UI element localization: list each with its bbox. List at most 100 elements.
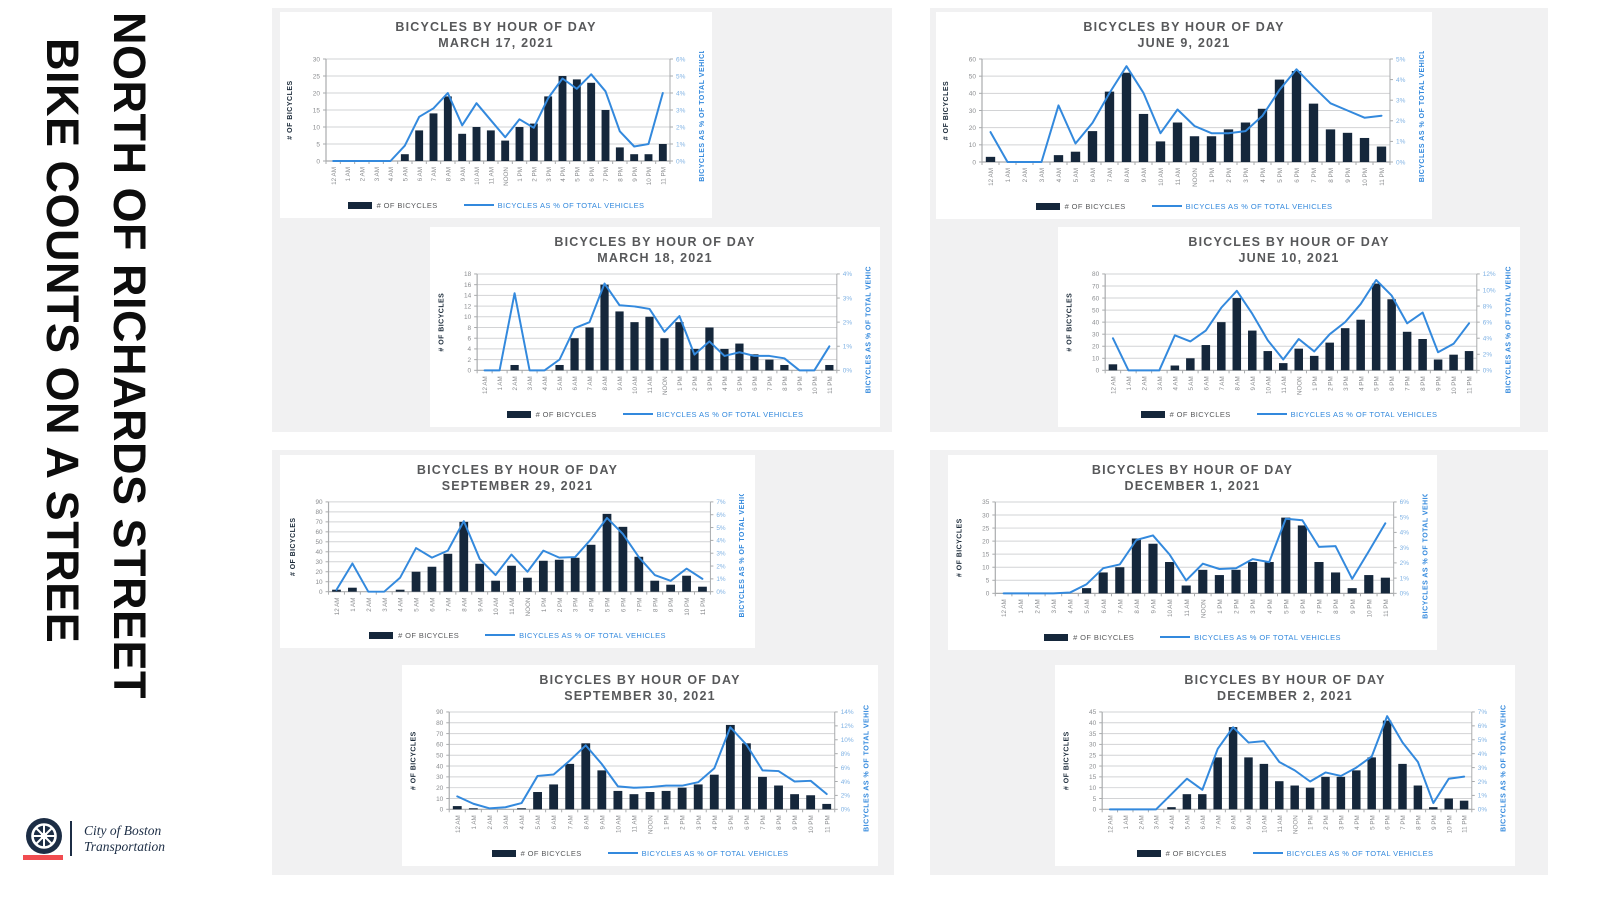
svg-text:12 AM: 12 AM — [1001, 599, 1008, 617]
svg-text:15: 15 — [982, 551, 990, 558]
svg-text:# OF BICYCLES: # OF BICYCLES — [290, 518, 297, 576]
svg-text:2 AM: 2 AM — [366, 598, 373, 612]
svg-text:6 AM: 6 AM — [1203, 376, 1210, 390]
legend-bar-label: # OF BICYCLES — [535, 409, 597, 419]
svg-text:8 AM: 8 AM — [602, 376, 609, 390]
svg-text:0%: 0% — [843, 368, 853, 375]
svg-text:4%: 4% — [1400, 530, 1410, 537]
svg-text:11 PM: 11 PM — [700, 598, 707, 615]
legend-bar-label: # OF BICYCLES — [1165, 848, 1227, 858]
svg-text:9 AM: 9 AM — [617, 376, 624, 390]
svg-text:4 PM: 4 PM — [1358, 376, 1365, 391]
svg-text:6 AM: 6 AM — [430, 598, 437, 612]
svg-text:2 AM: 2 AM — [1022, 168, 1029, 182]
svg-text:60: 60 — [315, 529, 323, 536]
svg-text:5 AM: 5 AM — [557, 376, 564, 390]
svg-text:3 AM: 3 AM — [527, 376, 534, 390]
svg-text:4 PM: 4 PM — [1267, 599, 1274, 614]
legend-bar-swatch — [506, 410, 531, 418]
svg-text:12 AM: 12 AM — [331, 167, 338, 185]
svg-text:7 PM: 7 PM — [1317, 599, 1324, 614]
svg-text:NOON: NOON — [662, 376, 669, 395]
svg-text:4 AM: 4 AM — [1169, 815, 1176, 829]
chart-card-march-18: BICYCLES BY HOUR OF DAY MARCH 18, 2021 0… — [430, 227, 880, 427]
svg-text:30: 30 — [315, 559, 323, 566]
svg-text:1 AM: 1 AM — [1005, 168, 1012, 182]
svg-text:9 PM: 9 PM — [632, 167, 639, 182]
svg-text:5 PM: 5 PM — [1277, 168, 1284, 183]
svg-text:1 PM: 1 PM — [1217, 599, 1224, 614]
legend-line-swatch — [485, 633, 516, 637]
logo-org-line1: City of Boston — [84, 823, 162, 838]
svg-text:3 PM: 3 PM — [696, 815, 703, 830]
svg-text:12 AM: 12 AM — [482, 376, 489, 394]
svg-text:20: 20 — [969, 125, 977, 132]
svg-text:2%: 2% — [841, 793, 851, 800]
svg-text:10 PM: 10 PM — [812, 376, 819, 394]
svg-text:4 PM: 4 PM — [722, 376, 729, 391]
svg-text:80: 80 — [436, 720, 444, 727]
svg-text:50: 50 — [315, 539, 323, 546]
svg-text:6 PM: 6 PM — [1385, 815, 1392, 830]
svg-text:12 AM: 12 AM — [455, 815, 462, 833]
svg-text:5 PM: 5 PM — [1283, 599, 1290, 614]
svg-text:8 AM: 8 AM — [1134, 599, 1141, 613]
chart-legend: # OF BICYCLES BICYCLES AS % OF TOTAL VEH… — [936, 198, 1432, 214]
svg-text:NOON: NOON — [648, 815, 655, 834]
svg-text:BICYCLES AS % OF TOTAL VEHICLE: BICYCLES AS % OF TOTAL VEHICLES — [1422, 494, 1429, 619]
legend-line-swatch — [1151, 204, 1182, 208]
svg-text:0: 0 — [319, 589, 323, 596]
bike-wheel-icon — [26, 818, 62, 854]
svg-text:1 PM: 1 PM — [1308, 815, 1315, 830]
svg-text:3 AM: 3 AM — [382, 598, 389, 612]
svg-text:2%: 2% — [676, 124, 686, 131]
svg-text:40: 40 — [315, 549, 323, 556]
svg-text:1 AM: 1 AM — [345, 167, 352, 181]
legend-bar-swatch — [491, 849, 516, 857]
svg-text:25: 25 — [982, 525, 990, 532]
svg-text:12 AM: 12 AM — [988, 168, 995, 186]
slide-title-line2: NORTH OF RICHARDS STREET — [104, 12, 155, 699]
svg-text:12 AM: 12 AM — [334, 598, 341, 616]
svg-text:5: 5 — [1093, 796, 1097, 803]
svg-text:40: 40 — [969, 91, 977, 98]
svg-text:9 PM: 9 PM — [668, 598, 675, 612]
svg-text:11 PM: 11 PM — [1462, 815, 1469, 833]
svg-text:40: 40 — [436, 763, 444, 770]
svg-text:BICYCLES AS % OF TOTAL VEHICLE: BICYCLES AS % OF TOTAL VEHICLES — [1501, 704, 1508, 832]
svg-text:8 PM: 8 PM — [776, 815, 783, 830]
svg-text:14%: 14% — [841, 709, 854, 716]
legend-bar-label: # OF BICYCLES — [1073, 632, 1135, 642]
legend-line-swatch — [622, 412, 653, 416]
svg-text:7 PM: 7 PM — [636, 598, 643, 612]
svg-text:4%: 4% — [716, 538, 726, 545]
chart-card-september-29: BICYCLES BY HOUR OF DAY SEPTEMBER 29, 20… — [280, 455, 755, 648]
svg-text:# OF BICYCLES: # OF BICYCLES — [1066, 293, 1073, 352]
svg-text:10: 10 — [313, 124, 321, 131]
legend-bar-swatch — [1140, 410, 1165, 418]
svg-text:7 AM: 7 AM — [1117, 599, 1124, 613]
svg-text:5%: 5% — [1400, 514, 1410, 521]
svg-text:5: 5 — [316, 141, 320, 148]
svg-text:0%: 0% — [1400, 591, 1410, 598]
svg-text:NOON: NOON — [1296, 376, 1303, 395]
svg-text:3%: 3% — [716, 550, 726, 557]
chart-card-december-1: BICYCLES BY HOUR OF DAY DECEMBER 1, 2021… — [948, 455, 1437, 650]
svg-text:NOON: NOON — [503, 167, 510, 186]
svg-text:8 PM: 8 PM — [782, 376, 789, 391]
svg-text:4 AM: 4 AM — [542, 376, 549, 390]
svg-text:6%: 6% — [716, 512, 726, 519]
svg-text:1 AM: 1 AM — [1126, 376, 1133, 390]
svg-text:10 AM: 10 AM — [1158, 168, 1165, 186]
svg-text:3%: 3% — [1400, 545, 1410, 552]
svg-text:3%: 3% — [1396, 98, 1406, 105]
chart-title: BICYCLES BY HOUR OF DAY — [395, 20, 597, 34]
logo-org-name: City of Boston Transportation — [84, 823, 165, 855]
svg-text:6 AM: 6 AM — [1090, 168, 1097, 182]
svg-text:70: 70 — [1092, 283, 1100, 290]
svg-text:7 AM: 7 AM — [587, 376, 594, 390]
svg-text:45: 45 — [1089, 709, 1097, 716]
svg-text:4 PM: 4 PM — [1354, 815, 1361, 830]
svg-text:12: 12 — [464, 303, 472, 310]
